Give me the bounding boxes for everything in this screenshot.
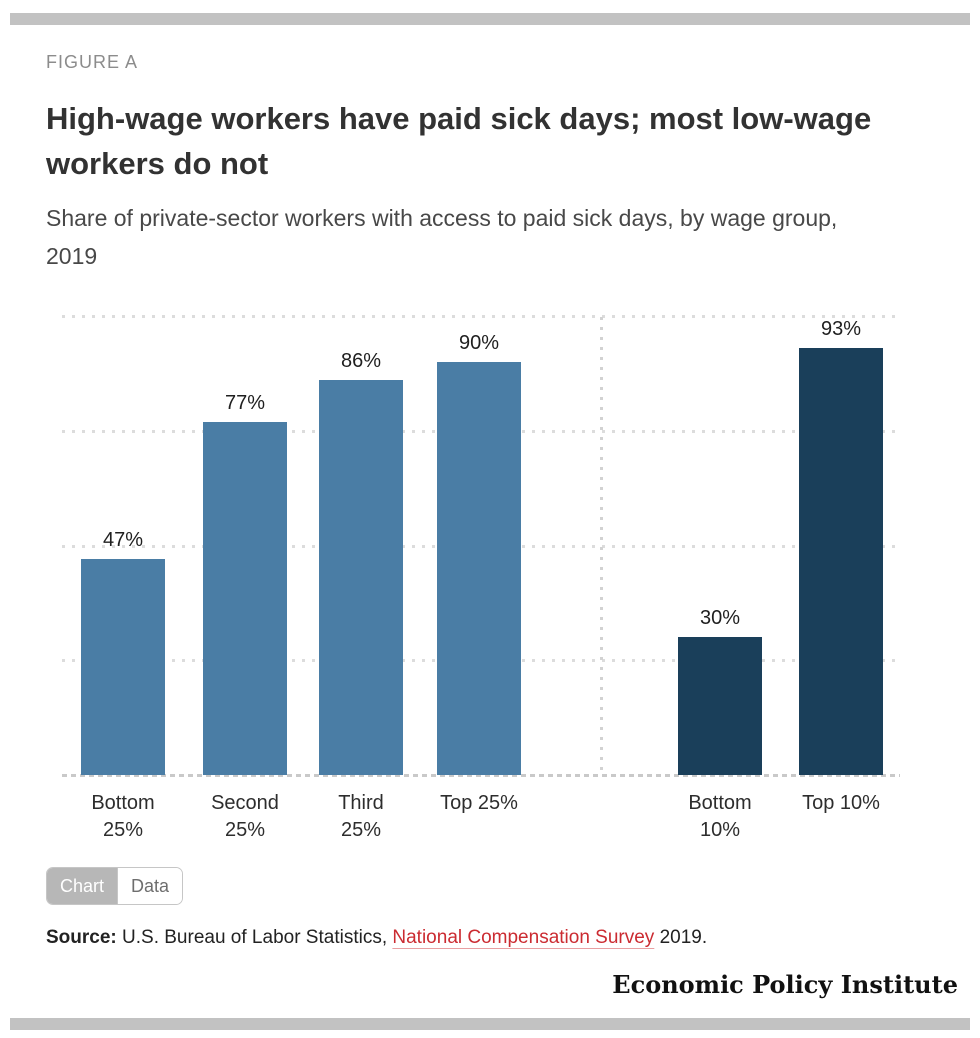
- axis-label-line: Third: [338, 792, 384, 814]
- data-tab[interactable]: Data: [117, 868, 183, 904]
- gridline-0-pct: [62, 774, 900, 777]
- axis-label-line: 10%: [699, 819, 741, 841]
- chart-tab[interactable]: Chart: [47, 868, 118, 904]
- source-text-after-link: 2019.: [654, 927, 708, 948]
- bar-bottom-25[interactable]: [81, 559, 165, 775]
- view-toggle: Chart Data: [46, 867, 184, 905]
- value-label-bottom-25: 47%: [102, 529, 144, 552]
- axis-label-second-25: Second 25%: [170, 790, 320, 844]
- axis-label-line: Second: [211, 792, 279, 814]
- value-label-bottom-10: 30%: [699, 607, 741, 630]
- axis-label-line: 25%: [224, 819, 266, 841]
- axis-label-bottom-10: Bottom 10%: [645, 790, 795, 844]
- group-separator-line: [600, 317, 603, 776]
- chart-subtitle: Share of private-sector workers with acc…: [46, 205, 838, 269]
- source-note: Source: U.S. Bureau of Labor Statistics,…: [46, 927, 707, 949]
- chart-title: High-wage workers have paid sick days; m…: [46, 101, 872, 181]
- source-label: Source:: [46, 927, 117, 948]
- source-link[interactable]: National Compensation Survey: [392, 927, 655, 948]
- bar-top-10[interactable]: [799, 348, 883, 775]
- bar-top-25[interactable]: [437, 361, 521, 775]
- axis-label-line: Top 10%: [802, 792, 880, 814]
- axis-label-line: Top 25%: [440, 792, 518, 814]
- top-divider: [10, 13, 970, 25]
- axis-label-line: 25%: [102, 819, 144, 841]
- axis-label-line: Bottom: [688, 792, 752, 814]
- epi-logo[interactable]: Economic Policy Institute: [612, 970, 958, 999]
- axis-label-bottom-25: Bottom 25%: [48, 790, 198, 844]
- axis-label-line: Bottom: [91, 792, 155, 814]
- bottom-divider: [10, 1018, 970, 1030]
- axis-label-third-25: Third 25%: [286, 790, 436, 844]
- value-label-top-10: 93%: [820, 318, 862, 341]
- bar-bottom-10[interactable]: [678, 637, 762, 775]
- value-label-second-25: 77%: [224, 391, 266, 414]
- bar-chart-plot-area: 47% Bottom 25% 77% Second 25% 86% Third 25% 90% To…: [62, 315, 900, 841]
- value-label-third-25: 86%: [340, 350, 382, 373]
- bar-third-25[interactable]: [319, 380, 403, 775]
- axis-label-top-10: Top 10%: [766, 790, 916, 817]
- gridline-100-pct: [62, 315, 900, 318]
- figure-label: FIGURE A: [46, 52, 139, 72]
- source-text-before-link: U.S. Bureau of Labor Statistics,: [116, 927, 393, 948]
- bar-second-25[interactable]: [203, 421, 287, 775]
- axis-label-line: 25%: [340, 819, 382, 841]
- value-label-top-25: 90%: [458, 331, 500, 354]
- axis-label-top-25: Top 25%: [404, 790, 554, 817]
